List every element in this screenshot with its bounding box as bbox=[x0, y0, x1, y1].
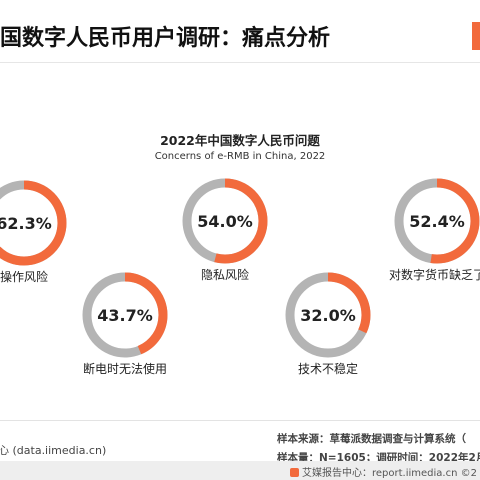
donut-value-arc bbox=[285, 272, 371, 358]
donut-2: 54.0% 隐私风险 bbox=[182, 178, 268, 282]
donut-5: 32.0% 技术不稳定 bbox=[285, 272, 371, 376]
donut-3: 52.4% 对数字货币缺乏了 bbox=[389, 178, 480, 282]
footer-sample-source: 样本来源：草莓派数据调查与计算系统（ bbox=[277, 433, 466, 445]
donut-value-label: 43.7% bbox=[97, 306, 153, 325]
donut-value-arc bbox=[82, 272, 168, 358]
footer-source-site: 心 (data.iimedia.cn) bbox=[0, 444, 107, 457]
donut-value-label: 32.0% bbox=[300, 306, 356, 325]
footer-brand: 艾媒报告中心：report.iimedia.cn ©2 bbox=[290, 464, 477, 479]
donut-value-arc bbox=[182, 178, 268, 264]
chart-subtitle: Concerns of e-RMB in China, 2022 bbox=[154, 151, 326, 162]
donut-value-arc bbox=[394, 178, 480, 264]
footer-divider bbox=[0, 420, 480, 421]
donut-category-label: 技术不稳定 bbox=[298, 361, 358, 376]
donut-4: 43.7% 断电时无法使用 bbox=[82, 272, 168, 376]
donut-1: 62.3% 操作风险 bbox=[0, 180, 67, 284]
donut-category-label: 对数字货币缺乏了 bbox=[389, 267, 480, 282]
footer-bar bbox=[0, 461, 480, 480]
title-divider bbox=[0, 62, 480, 63]
chart-title: 2022年中国数字人民币问题 bbox=[160, 133, 320, 148]
donut-category-label: 断电时无法使用 bbox=[83, 361, 167, 376]
footer-brand-text: 艾媒报告中心：report.iimedia.cn ©2 bbox=[302, 468, 477, 479]
donut-category-label: 操作风险 bbox=[0, 269, 48, 284]
donut-value-label: 54.0% bbox=[197, 212, 253, 231]
donut-value-arc bbox=[0, 180, 67, 266]
page-title: 国数字人民币用户调研：痛点分析 bbox=[0, 26, 331, 51]
brand-corner-mark bbox=[472, 22, 480, 50]
donut-value-label: 52.4% bbox=[409, 212, 465, 231]
donut-value-label: 62.3% bbox=[0, 214, 52, 233]
donut-category-label: 隐私风险 bbox=[201, 267, 249, 282]
brand-logo-icon bbox=[290, 468, 299, 477]
